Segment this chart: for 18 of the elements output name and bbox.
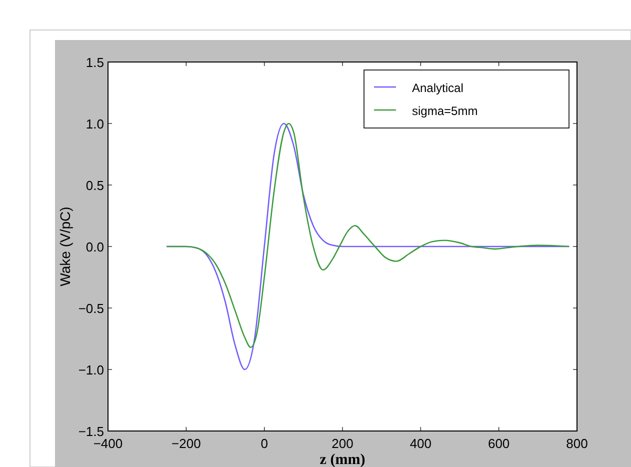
- x-tick-label: −200: [172, 436, 201, 451]
- y-axis-title: Wake (V/pC): [57, 206, 73, 286]
- x-tick-label: −400: [93, 436, 123, 451]
- y-tick-label: −1.0: [78, 362, 104, 378]
- x-axis-title: z (mm): [320, 452, 366, 467]
- x-tick-label: 400: [410, 436, 432, 451]
- y-tick-label: −0.5: [78, 301, 104, 316]
- y-tick-label: 1.5: [86, 55, 104, 70]
- x-tick-label: 800: [566, 436, 588, 451]
- y-tick-label: 1.0: [86, 116, 104, 132]
- y-tick-label: 0.5: [86, 178, 104, 193]
- legend-label: Analytical: [412, 81, 464, 95]
- y-tick-label: 0.0: [86, 240, 104, 254]
- legend-label: sigma=5mm: [412, 104, 478, 118]
- y-tick-label: −1.5: [78, 424, 104, 439]
- x-tick-label: 200: [332, 436, 354, 451]
- x-tick-label: 0: [260, 436, 268, 451]
- x-tick-label: 600: [488, 436, 510, 451]
